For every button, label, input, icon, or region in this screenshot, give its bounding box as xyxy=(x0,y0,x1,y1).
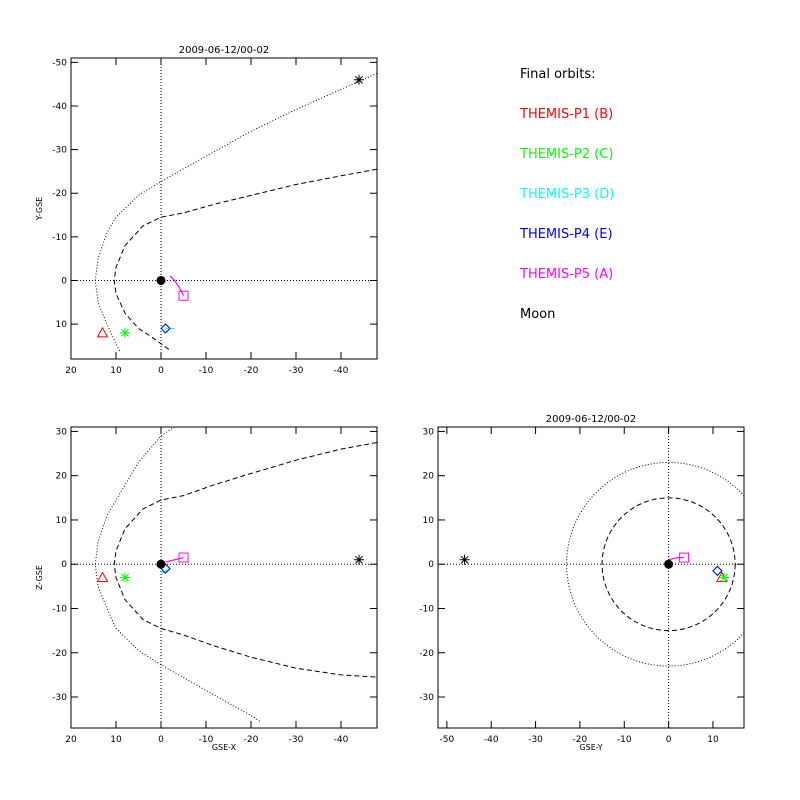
spacecraft-marker xyxy=(96,326,109,338)
x-tick-label: -20 xyxy=(573,735,588,745)
plot-area xyxy=(71,427,377,728)
y-tick-label: 10 xyxy=(56,320,68,330)
moon-marker xyxy=(459,554,470,565)
x-tick-label: 0 xyxy=(158,735,164,745)
legend-item-p4: THEMIS-P4 (E) xyxy=(520,227,613,242)
magnetopause-curve xyxy=(113,168,377,351)
x-tick-label: -30 xyxy=(289,735,304,745)
earth-marker xyxy=(664,559,674,569)
y-tick-label: 20 xyxy=(56,472,68,482)
spacecraft-marker xyxy=(178,290,189,301)
x-tick-label: 0 xyxy=(158,366,164,376)
x-tick-label: -10 xyxy=(199,735,214,745)
spacecraft-marker xyxy=(120,327,130,338)
plot-frame xyxy=(70,57,378,360)
x-tick-label: -20 xyxy=(244,366,259,376)
spacecraft-marker xyxy=(178,552,189,563)
y-tick-label: -50 xyxy=(52,58,67,68)
panel-yz-plane: -50 -40 -30 -20 -10 0 10 -30 -20 -10 0 10 20 30 2009-0… xyxy=(419,414,745,752)
x-axis-label: GSE-Y xyxy=(579,743,602,752)
plot-area xyxy=(438,427,744,728)
x-tick-label: 20 xyxy=(65,366,77,376)
spacecraft-marker xyxy=(679,552,690,563)
x-tick-label: 10 xyxy=(110,735,122,745)
y-tick-label: 10 xyxy=(56,516,68,526)
y-tick-label: 0 xyxy=(428,560,434,570)
x-tick-label: -20 xyxy=(244,735,259,745)
y-tick-label: -10 xyxy=(419,604,434,614)
y-tick-label: 0 xyxy=(61,560,67,570)
bow-shock-curve xyxy=(94,427,261,722)
magnetopause-curve xyxy=(113,442,377,678)
y-axis-label: Y-GSE xyxy=(35,197,44,221)
spacecraft-marker xyxy=(712,565,723,577)
orbit-track xyxy=(169,275,185,296)
y-tick-label: -30 xyxy=(52,146,67,156)
x-tick-label: 10 xyxy=(110,366,122,376)
x-tick-label: -40 xyxy=(484,735,499,745)
x-tick-label: 0 xyxy=(666,735,672,745)
bow-shock-circle xyxy=(566,461,744,667)
spacecraft-marker xyxy=(120,572,130,583)
plot-area xyxy=(71,58,377,359)
plot-frame xyxy=(70,426,378,729)
y-tick-label: -10 xyxy=(52,604,67,614)
legend-item-moon: Moon xyxy=(520,307,556,322)
legend-item-p2: THEMIS-P2 (C) xyxy=(520,147,614,162)
y-tick-label: -20 xyxy=(52,649,67,659)
x-tick-label: -10 xyxy=(617,735,632,745)
y-tick-label: -30 xyxy=(52,693,67,703)
panel-xz-plane: 20 10 0 -10 -20 -30 -40 -30 -20 -10 0 10 20 30 GSE-X Z-… xyxy=(35,426,378,752)
y-tick-label: -40 xyxy=(52,102,67,112)
moon-marker xyxy=(354,74,364,85)
x-tick-label: -30 xyxy=(528,735,543,745)
legend-item-p5: THEMIS-P5 (A) xyxy=(520,267,614,282)
x-tick-label: -10 xyxy=(199,366,214,376)
y-tick-label: 10 xyxy=(423,516,435,526)
panel-title: 2009-06-12/00-02 xyxy=(179,45,270,56)
x-tick-label: -30 xyxy=(289,366,304,376)
y-tick-label: 20 xyxy=(423,472,435,482)
moon-marker xyxy=(354,554,364,565)
orbit-track xyxy=(160,568,171,574)
orbit-track xyxy=(668,556,685,561)
legend-title: Final orbits: xyxy=(520,67,596,82)
magnetopause-circle xyxy=(601,497,736,632)
x-axis-label: GSE-X xyxy=(212,743,237,752)
legend: Final orbits: THEMIS-P1 (B) THEMIS-P2 (C… xyxy=(520,66,780,346)
orbit-track xyxy=(165,557,184,563)
y-tick-label: -20 xyxy=(419,649,434,659)
y-tick-label: -30 xyxy=(419,693,434,703)
x-tick-label: 20 xyxy=(65,735,77,745)
legend-item-p3: THEMIS-P3 (D) xyxy=(520,187,615,202)
y-tick-label: -10 xyxy=(52,233,67,243)
spacecraft-marker xyxy=(96,571,109,582)
x-tick-label: -50 xyxy=(440,735,455,745)
panel-title: 2009-06-12/00-02 xyxy=(546,414,637,425)
spacecraft-marker xyxy=(160,323,171,334)
y-tick-label: 0 xyxy=(61,276,67,286)
y-axis-label: Z-GSE xyxy=(35,565,44,590)
earth-marker xyxy=(156,559,166,569)
earth-marker xyxy=(156,275,166,285)
x-tick-label: -40 xyxy=(334,735,349,745)
x-tick-label: 10 xyxy=(707,735,719,745)
x-tick-label: -40 xyxy=(334,366,349,376)
y-tick-label: 30 xyxy=(423,427,435,437)
bow-shock-curve xyxy=(94,72,377,353)
plot-frame xyxy=(437,426,745,729)
legend-item-p1: THEMIS-P1 (B) xyxy=(520,107,614,122)
y-tick-label: -20 xyxy=(52,189,67,199)
spacecraft-marker xyxy=(719,572,730,583)
y-tick-label: 30 xyxy=(56,427,68,437)
panel-xy-plane: 20 10 0 -10 -20 -30 -40 -50 -40 -30 -20 -10 0 10 2009-… xyxy=(35,45,378,376)
